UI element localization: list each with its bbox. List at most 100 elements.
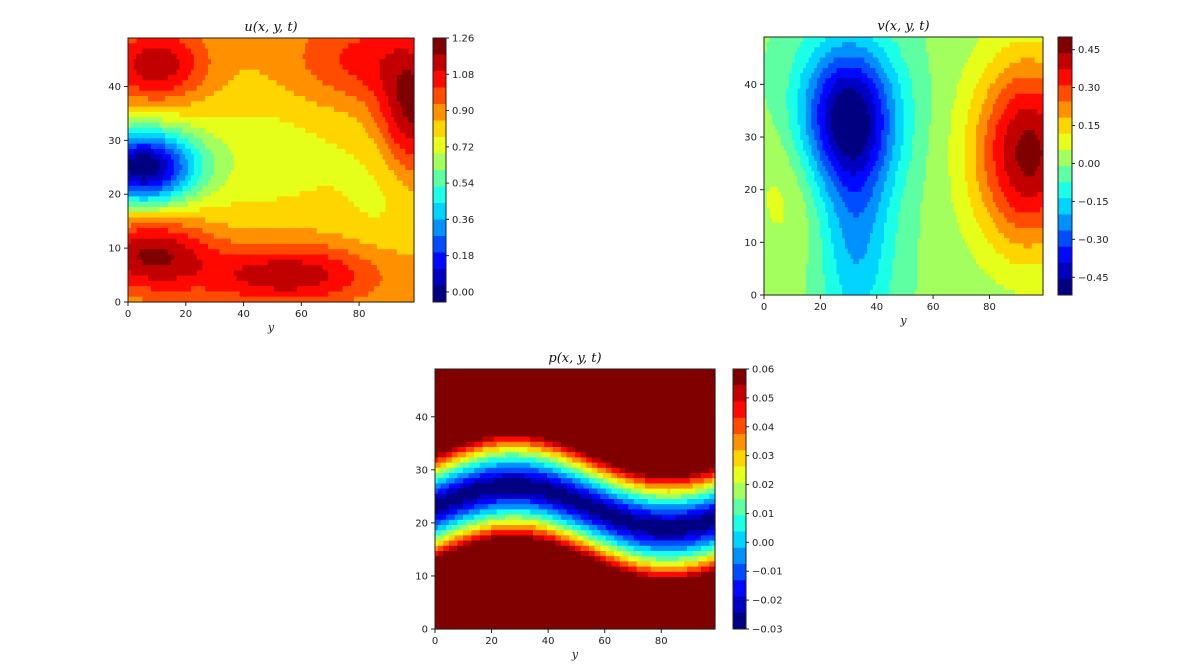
- heatmap-cell: [365, 185, 369, 192]
- heatmap-cell: [196, 275, 201, 282]
- heatmap-cell: [156, 191, 161, 197]
- heatmap-cell: [362, 280, 366, 287]
- heatmap-cell: [405, 275, 409, 282]
- heatmap-cell: [190, 233, 195, 240]
- heatmap-cell: [376, 228, 381, 234]
- heatmap-cell: [276, 249, 281, 256]
- heatmap-cell: [302, 243, 306, 250]
- heatmap-cell: [165, 106, 169, 113]
- heatmap-cell: [193, 170, 198, 176]
- heatmap-cell: [382, 38, 386, 44]
- heatmap-cell: [328, 212, 332, 219]
- heatmap-cell: [219, 249, 223, 256]
- heatmap-cell: [299, 69, 304, 76]
- heatmap-cell: [239, 69, 243, 76]
- heatmap-cell: [316, 133, 321, 139]
- heatmap-cell: [202, 217, 206, 224]
- heatmap-cell: [136, 180, 141, 187]
- heatmap-cell: [368, 265, 372, 271]
- heatmap-cell: [288, 265, 292, 271]
- heatmap-cell: [368, 117, 372, 124]
- heatmap-cell: [325, 259, 329, 266]
- heatmap-cell: [276, 85, 281, 92]
- heatmap-cell: [371, 38, 375, 44]
- heatmap-cell: [228, 164, 232, 171]
- heatmap-cell: [388, 249, 392, 256]
- heatmap-cell: [208, 133, 212, 139]
- heatmap-cell: [399, 249, 404, 256]
- heatmap-cell: [393, 212, 398, 219]
- heatmap-cell: [325, 143, 329, 150]
- heatmap-cell: [393, 69, 398, 76]
- heatmap-cell: [388, 133, 392, 139]
- heatmap-cell: [182, 111, 186, 118]
- heatmap-cell: [159, 217, 163, 224]
- heatmap-cell: [282, 159, 286, 166]
- heatmap-cell: [379, 154, 384, 161]
- heatmap-cell: [333, 159, 338, 166]
- heatmap-cell: [219, 74, 223, 81]
- heatmap-cell: [336, 164, 341, 171]
- heatmap-cell: [265, 106, 269, 113]
- heatmap-cell: [199, 275, 203, 282]
- heatmap-cell: [351, 85, 355, 92]
- heatmap-cell: [170, 275, 175, 282]
- heatmap-cell: [253, 191, 258, 197]
- heatmap-cell: [188, 238, 192, 245]
- heatmap-cell: [365, 201, 369, 208]
- heatmap-cell: [199, 180, 203, 187]
- heatmap-cell: [250, 175, 255, 182]
- heatmap-cell: [168, 217, 172, 224]
- heatmap-cell: [302, 138, 306, 145]
- heatmap-cell: [282, 117, 286, 124]
- heatmap-cell: [336, 201, 341, 208]
- heatmap-cell: [262, 286, 266, 293]
- heatmap-cell: [136, 96, 141, 102]
- heatmap-cell: [316, 206, 321, 213]
- heatmap-cell: [153, 243, 158, 250]
- heatmap-cell: [291, 228, 295, 234]
- heatmap-cell: [139, 170, 143, 176]
- heatmap-cell: [348, 164, 352, 171]
- heatmap-cell: [150, 138, 155, 145]
- heatmap-cell: [219, 291, 223, 298]
- heatmap-cell: [253, 64, 258, 71]
- heatmap-cell: [359, 222, 364, 229]
- heatmap-cell: [271, 175, 275, 182]
- heatmap-cell: [239, 180, 243, 187]
- heatmap-cell: [133, 275, 138, 282]
- heatmap-cell: [348, 69, 352, 76]
- heatmap-cell: [291, 106, 295, 113]
- heatmap-cell: [291, 143, 295, 150]
- heatmap-cell: [325, 43, 329, 50]
- heatmap-cell: [216, 38, 221, 44]
- heatmap-cell: [325, 201, 329, 208]
- heatmap-cell: [153, 53, 158, 60]
- heatmap-cell: [205, 270, 209, 277]
- heatmap-cell: [222, 148, 226, 155]
- heatmap-cell: [196, 48, 201, 55]
- heatmap-cell: [385, 270, 389, 277]
- heatmap-cell: [228, 191, 232, 197]
- heatmap-cell: [371, 265, 375, 271]
- heatmap-cell: [196, 180, 201, 187]
- heatmap-cell: [222, 233, 226, 240]
- heatmap-cell: [168, 69, 172, 76]
- heatmap-cell: [182, 133, 186, 139]
- heatmap-cell: [153, 159, 158, 166]
- heatmap-cell: [145, 164, 149, 171]
- heatmap-cell: [368, 148, 372, 155]
- heatmap-cell: [368, 43, 372, 50]
- heatmap-cell: [142, 286, 146, 293]
- heatmap-cell: [228, 43, 232, 50]
- heatmap-cell: [179, 238, 183, 245]
- heatmap-cell: [302, 233, 306, 240]
- heatmap-cell: [199, 191, 203, 197]
- heatmap-cell: [222, 275, 226, 282]
- heatmap-cell: [402, 122, 407, 129]
- heatmap-cell: [402, 53, 407, 60]
- heatmap-cell: [225, 148, 229, 155]
- heatmap-cell: [133, 185, 138, 192]
- heatmap-cell: [331, 53, 335, 60]
- heatmap-cell: [188, 286, 192, 293]
